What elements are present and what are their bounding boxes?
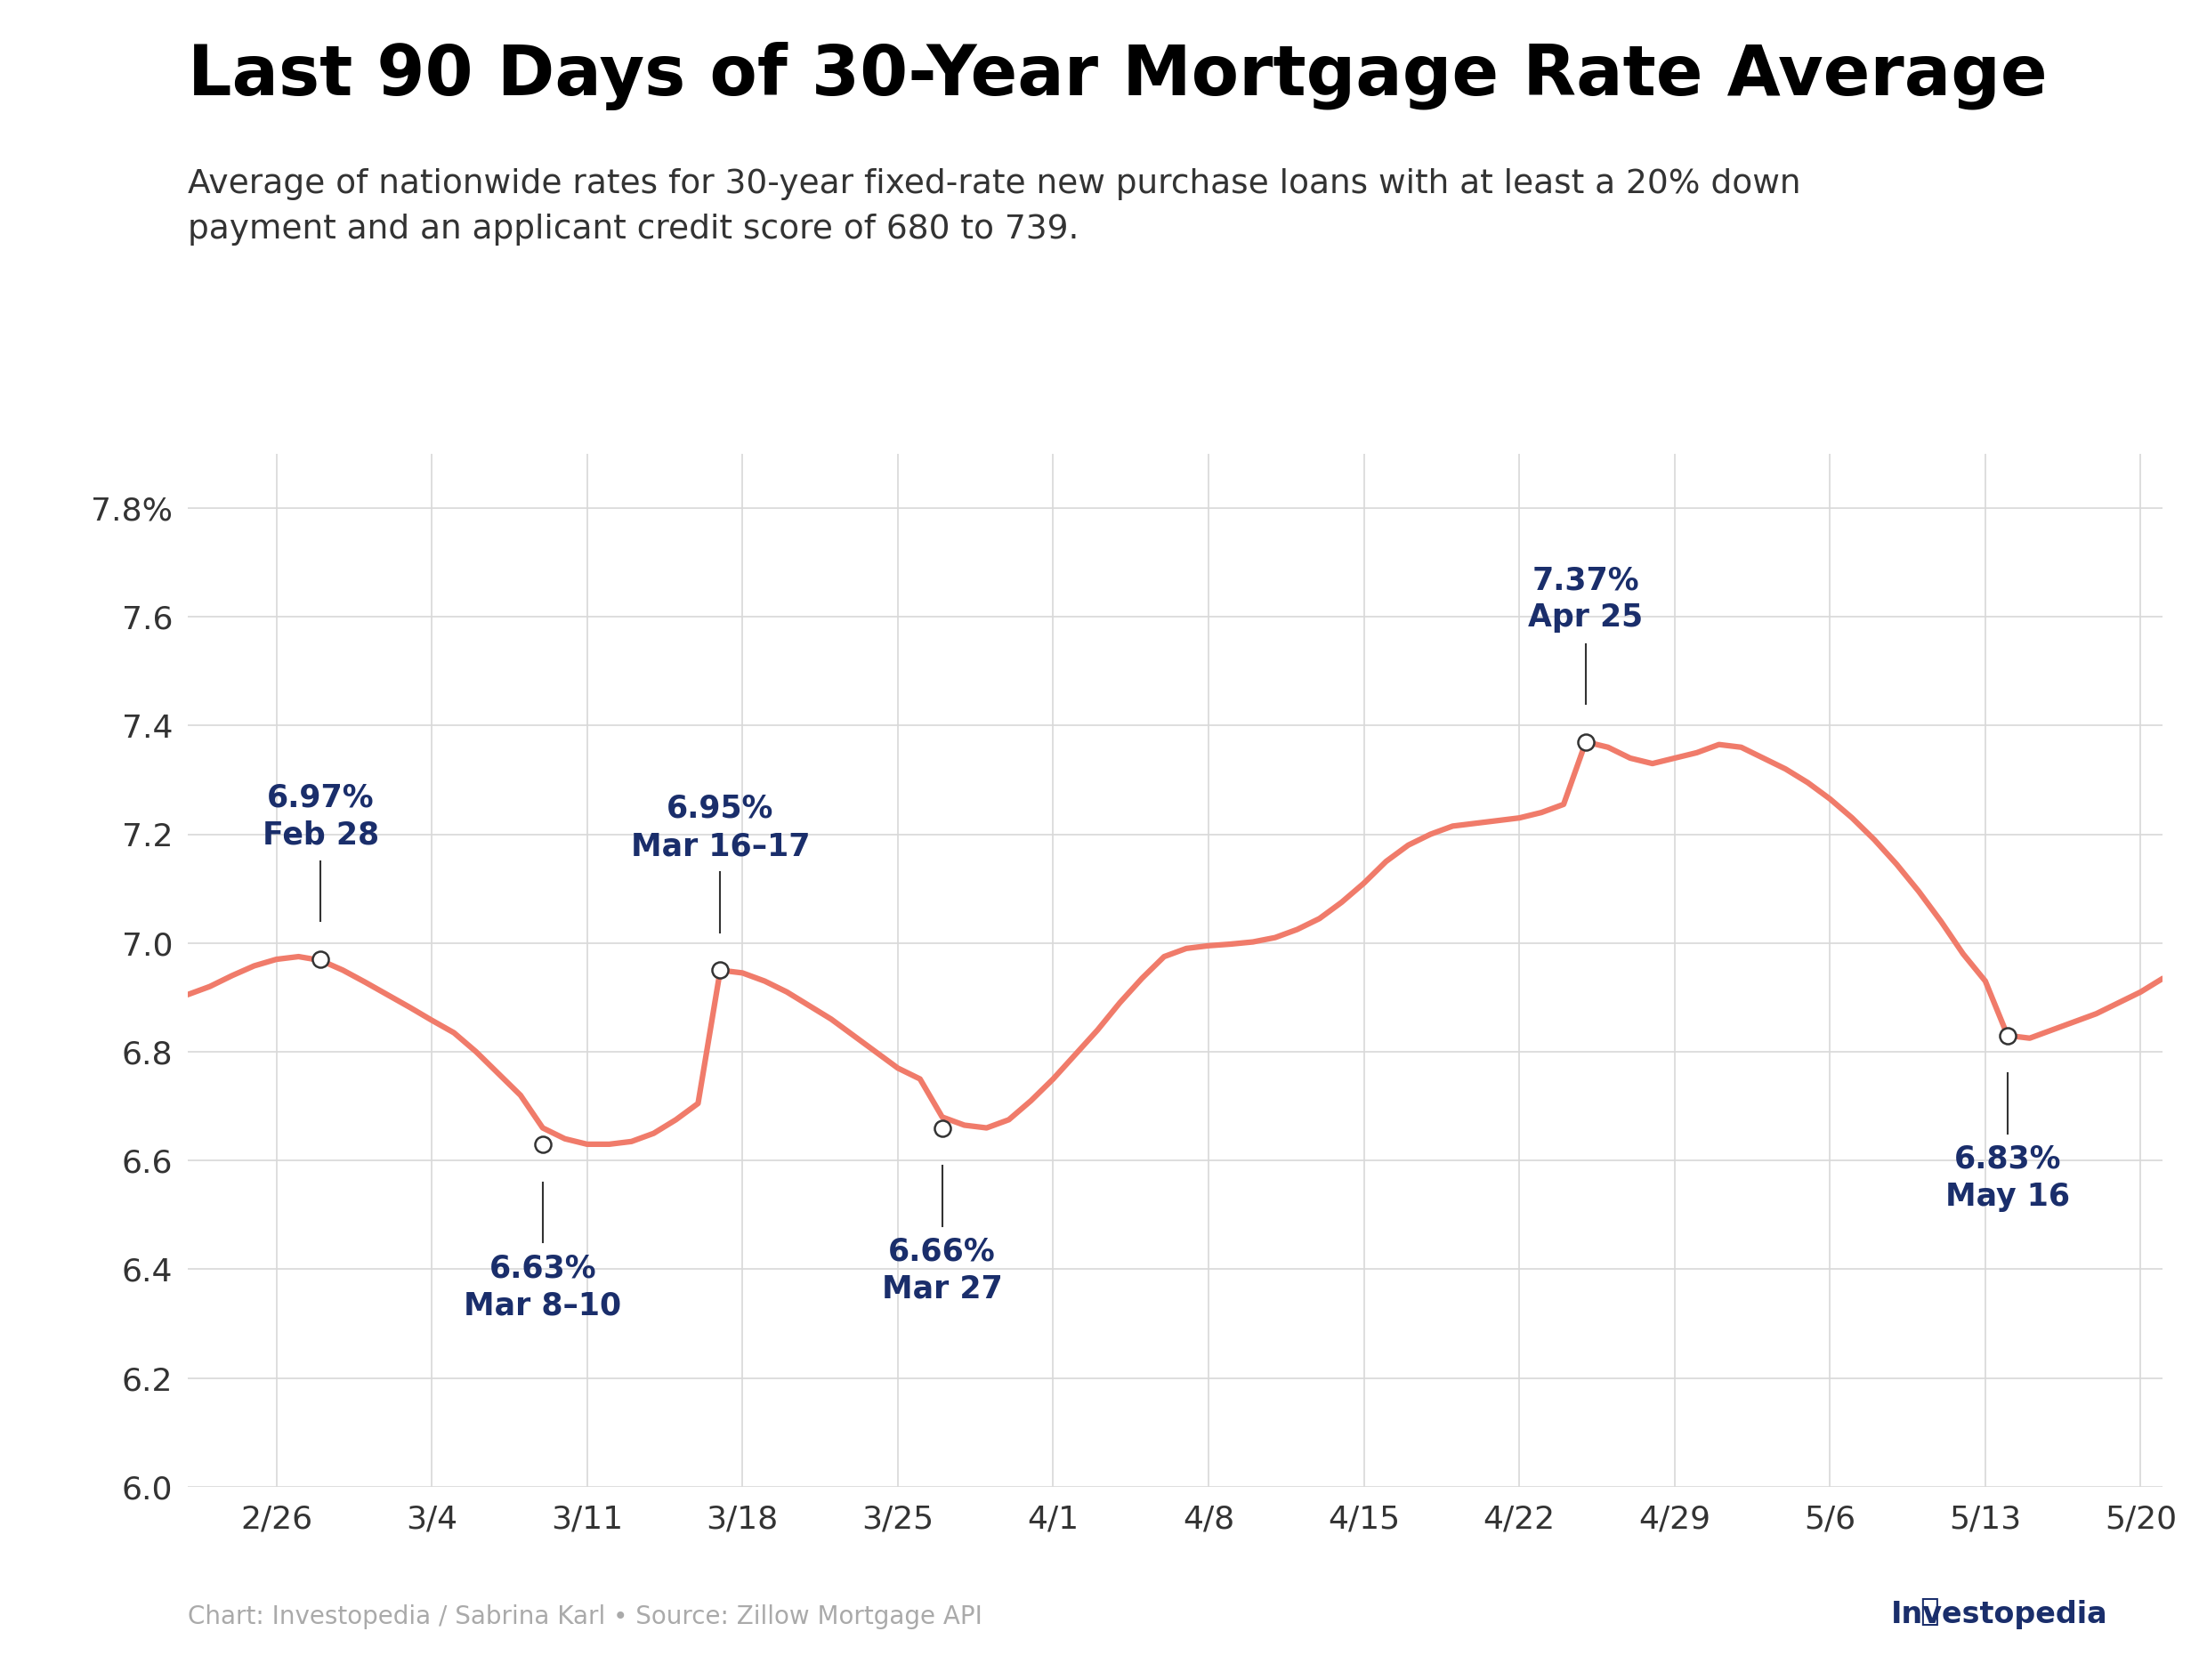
Text: 7.37%
Apr 25: 7.37% Apr 25 — [1529, 566, 1644, 633]
Text: Investopedia: Investopedia — [1891, 1601, 2108, 1630]
Text: Last 90 Days of 30-Year Mortgage Rate Average: Last 90 Days of 30-Year Mortgage Rate Av… — [188, 42, 2048, 111]
Text: ⦿: ⦿ — [1920, 1596, 1940, 1626]
Text: 6.63%
Mar 8–10: 6.63% Mar 8–10 — [463, 1253, 622, 1320]
Text: 6.95%
Mar 16–17: 6.95% Mar 16–17 — [631, 793, 810, 862]
Text: 6.66%
Mar 27: 6.66% Mar 27 — [883, 1236, 1002, 1304]
Text: Chart: Investopedia / Sabrina Karl • Source: Zillow Mortgage API: Chart: Investopedia / Sabrina Karl • Sou… — [188, 1604, 982, 1630]
Text: Average of nationwide rates for 30-year fixed-rate new purchase loans with at le: Average of nationwide rates for 30-year … — [188, 168, 1801, 245]
Text: 6.97%
Feb 28: 6.97% Feb 28 — [263, 783, 380, 850]
Text: 6.83%
May 16: 6.83% May 16 — [1944, 1144, 2070, 1211]
